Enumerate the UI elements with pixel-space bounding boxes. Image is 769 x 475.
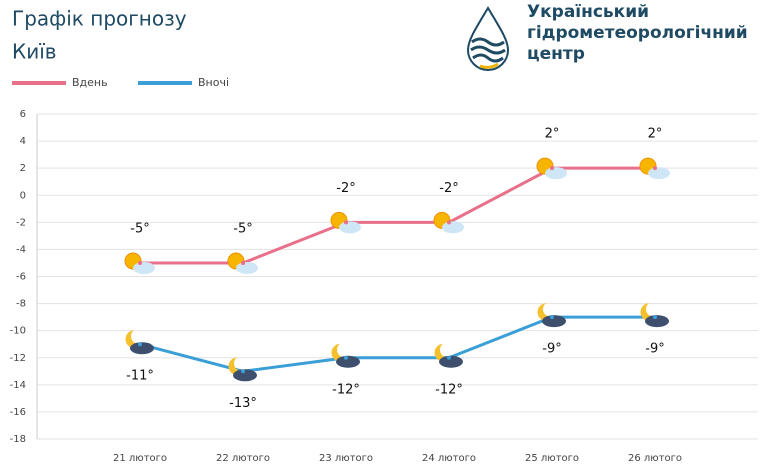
y-tick-label: 0 <box>20 190 26 201</box>
y-tick-label: -14 <box>10 380 26 391</box>
point <box>138 260 142 265</box>
point <box>550 315 554 320</box>
org-name: Український <box>527 2 649 22</box>
moon <box>640 303 658 322</box>
y-tick-label: -6 <box>16 272 26 283</box>
title: Графік прогнозу <box>12 7 187 31</box>
cloud <box>442 221 464 234</box>
cloud <box>542 315 566 328</box>
point <box>550 166 554 171</box>
weather-icon <box>433 211 464 234</box>
moon <box>228 357 246 376</box>
weather-icon <box>330 211 361 234</box>
org-name: гідрометеорологічний <box>527 23 748 43</box>
value-label: -9° <box>645 342 664 357</box>
point <box>447 355 451 360</box>
point <box>653 166 657 171</box>
x-tick-label: 23 лютого <box>319 453 373 464</box>
point <box>344 220 348 225</box>
value-label: -12° <box>332 382 360 397</box>
cloud <box>648 167 670 180</box>
y-tick-label: 6 <box>20 109 26 120</box>
city: Київ <box>12 40 57 64</box>
point <box>241 369 245 374</box>
weather-icon <box>331 343 360 368</box>
moon <box>537 303 555 322</box>
weather-icon <box>537 303 566 328</box>
y-tick-label: -12 <box>10 353 26 364</box>
moon <box>434 343 452 362</box>
weather-icon <box>124 252 155 274</box>
cloud <box>233 369 257 382</box>
legend-label: Вночі <box>198 76 229 89</box>
org-name: центр <box>527 44 585 64</box>
value-label: -5° <box>233 221 252 236</box>
weather-icon <box>640 303 669 328</box>
cloud <box>545 167 567 180</box>
x-tick-label: 22 лютого <box>216 453 270 464</box>
cloud <box>236 261 258 274</box>
x-tick-label: 25 лютого <box>525 453 579 464</box>
y-tick-label: -8 <box>16 299 26 310</box>
x-tick-label: 21 лютого <box>113 453 167 464</box>
moon <box>125 330 143 349</box>
y-tick-label: -16 <box>10 407 26 418</box>
legend-label: Вдень <box>72 76 108 89</box>
value-label: -5° <box>130 221 149 236</box>
weather-icon <box>434 343 463 368</box>
value-label: -13° <box>229 396 257 411</box>
y-tick-label: -4 <box>16 244 26 255</box>
moon <box>331 343 349 362</box>
value-label: -11° <box>126 369 154 384</box>
value-label: -9° <box>542 342 561 357</box>
weather-icon <box>228 357 257 382</box>
point <box>653 315 657 320</box>
y-tick-label: -2 <box>16 217 26 228</box>
cloud <box>339 221 361 234</box>
point <box>447 220 451 225</box>
weather-icon <box>125 330 154 355</box>
cloud <box>645 315 669 328</box>
weather-icon <box>536 157 567 180</box>
series-line <box>139 315 655 373</box>
cloud <box>336 355 360 368</box>
x-tick-label: 24 лютого <box>422 453 476 464</box>
logo-icon <box>466 6 510 71</box>
weather-icon <box>227 252 258 274</box>
cloud <box>130 342 154 355</box>
weather-icon <box>639 157 670 180</box>
value-label: 2° <box>648 127 663 142</box>
value-label: 2° <box>545 127 560 142</box>
y-tick-label: -18 <box>10 434 26 445</box>
x-tick-label: 26 лютого <box>628 453 682 464</box>
value-label: -12° <box>435 382 463 397</box>
y-tick-label: 4 <box>20 136 26 147</box>
y-tick-label: 2 <box>20 163 26 174</box>
point <box>241 260 245 265</box>
value-label: -2° <box>439 181 458 196</box>
point <box>344 355 348 360</box>
point <box>138 342 142 347</box>
value-label: -2° <box>336 181 355 196</box>
series-line <box>140 166 655 265</box>
y-tick-label: -10 <box>10 326 26 337</box>
cloud <box>133 261 155 274</box>
cloud <box>439 355 463 368</box>
